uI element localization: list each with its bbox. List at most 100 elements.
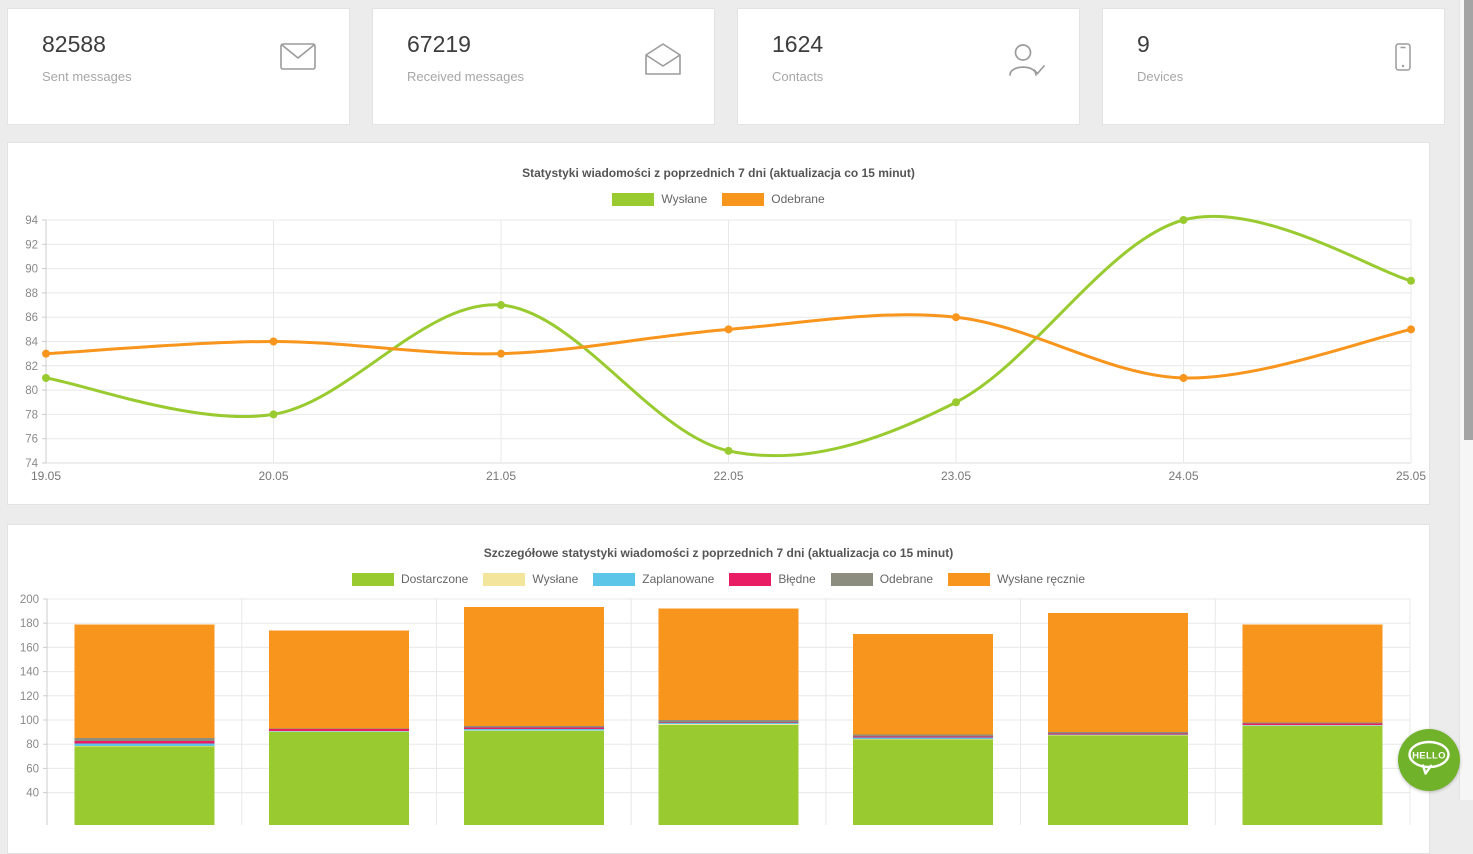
y-axis-label: 74 bbox=[25, 458, 38, 470]
bar-segment-wysłane bbox=[853, 738, 994, 740]
y-axis-label: 140 bbox=[20, 667, 39, 679]
devices-label: Devices bbox=[1137, 69, 1184, 84]
envelope-open-icon bbox=[645, 43, 681, 80]
y-axis-label: 88 bbox=[25, 288, 38, 300]
contacts-label: Contacts bbox=[772, 69, 824, 84]
bar-segment-zaplanowane bbox=[269, 730, 410, 732]
bar-segment-zaplanowane bbox=[463, 729, 604, 731]
legend-label: Odebrane bbox=[879, 572, 934, 586]
data-point-series-0 bbox=[269, 410, 278, 419]
data-point-series-1 bbox=[1407, 325, 1415, 334]
envelope-closed-icon bbox=[280, 43, 316, 75]
data-point-series-1 bbox=[724, 325, 733, 334]
legend-label: Wysłane ręcznie bbox=[997, 572, 1086, 586]
legend-swatch bbox=[729, 572, 772, 586]
bar-segment-zaplanowane bbox=[658, 723, 799, 725]
legend-item-wyslane[interactable]: Wysłane bbox=[612, 192, 707, 206]
smartphone-icon bbox=[1395, 43, 1411, 76]
legend-item-odebrane[interactable]: Odebrane bbox=[722, 192, 825, 206]
y-axis-label: 76 bbox=[25, 434, 38, 446]
bar-segment-wysłane-ręcznie bbox=[74, 624, 215, 739]
svg-text:HELLO: HELLO bbox=[1412, 751, 1446, 762]
x-axis-label: 20.05 bbox=[258, 469, 288, 483]
bar-segment-wysłane bbox=[74, 746, 215, 747]
sent-messages-count: 82588 bbox=[42, 31, 106, 57]
x-axis-label: 23.05 bbox=[941, 469, 971, 483]
legend-swatch bbox=[593, 572, 636, 586]
bar-segment-dostarczone bbox=[1242, 726, 1383, 825]
speech-bubble-icon: HELLO bbox=[1408, 740, 1450, 775]
data-point-series-0 bbox=[497, 301, 505, 310]
bar-segment-wysłane-ręcznie bbox=[463, 606, 604, 727]
y-axis-label: 100 bbox=[20, 715, 39, 727]
bar-chart-card: Szczegółowe statystyki wiadomości z popr… bbox=[7, 524, 1430, 854]
bar-segment-wysłane bbox=[269, 731, 410, 733]
stat-card-sent-messages: 82588 Sent messages bbox=[7, 8, 350, 125]
bar-segment-błędne bbox=[658, 722, 799, 724]
stat-card-devices: 9 Devices bbox=[1102, 8, 1445, 125]
legend-label: Zaplanowane bbox=[642, 572, 715, 586]
line-chart-card: Statystyki wiadomości z poprzednich 7 dn… bbox=[7, 142, 1430, 505]
bar-chart-title: Szczegółowe statystyki wiadomości z popr… bbox=[483, 546, 954, 560]
bar-segment-odebrane bbox=[463, 726, 604, 728]
stat-card-contacts: 1624 Contacts bbox=[737, 8, 1080, 125]
data-point-series-0 bbox=[1179, 216, 1188, 224]
y-axis-label: 160 bbox=[20, 642, 39, 654]
data-point-series-1 bbox=[269, 337, 278, 346]
bar-segment-wysłane-ręcznie bbox=[853, 634, 994, 735]
data-point-series-1 bbox=[952, 313, 960, 322]
contacts-count: 1624 bbox=[772, 31, 824, 57]
contact-check-icon bbox=[1006, 43, 1046, 82]
stats-row: 82588 Sent messages 67219 Received messa… bbox=[7, 8, 1445, 125]
hello-chat-button[interactable]: HELLO bbox=[1398, 729, 1460, 791]
bar-segment-błędne bbox=[1242, 723, 1383, 725]
bar-segment-wysłane-ręcznie bbox=[1242, 624, 1383, 723]
bar-segment-wysłane-ręcznie bbox=[658, 608, 799, 720]
bar-chart-plot: 200 180 160 140 120 100 80 60 40 bbox=[20, 594, 1411, 825]
data-point-series-1 bbox=[1179, 373, 1188, 382]
bar-segment-zaplanowane bbox=[74, 743, 215, 747]
page-scrollbar-thumb[interactable] bbox=[1464, 0, 1473, 440]
received-messages-count: 67219 bbox=[407, 31, 471, 57]
devices-count: 9 bbox=[1137, 31, 1150, 57]
received-messages-label: Received messages bbox=[407, 69, 525, 84]
legend-swatch bbox=[351, 572, 394, 586]
bar-segment-wysłane-ręcznie bbox=[1047, 612, 1188, 733]
y-axis-label: 86 bbox=[25, 312, 38, 324]
x-axis-label: 21.05 bbox=[486, 469, 516, 483]
legend-label: Dostarczone bbox=[400, 572, 469, 586]
y-axis-label: 80 bbox=[25, 385, 38, 397]
data-point-series-0 bbox=[952, 398, 960, 407]
data-point-series-0 bbox=[724, 446, 733, 455]
legend-item-zaplanowane[interactable]: Zaplanowane bbox=[593, 572, 714, 586]
legend-item-bledne[interactable]: Błędne bbox=[729, 572, 816, 586]
bar-segment-błędne bbox=[463, 727, 604, 730]
data-point-series-0 bbox=[42, 373, 50, 382]
legend-label: Odebrane bbox=[771, 192, 825, 206]
bar-segment-dostarczone bbox=[74, 746, 215, 825]
bar-segment-dostarczone bbox=[1047, 735, 1188, 825]
data-point-series-0 bbox=[1407, 276, 1415, 285]
x-axis-label: 19.05 bbox=[31, 469, 61, 483]
legend-swatch bbox=[948, 572, 991, 586]
bar-chart-legend: Dostarczone Wysłane Zaplanowane Błędne O… bbox=[8, 572, 1429, 586]
legend-item-wyslane[interactable]: Wysłane bbox=[483, 572, 578, 586]
legend-item-odebrane[interactable]: Odebrane bbox=[830, 572, 934, 586]
bar-segment-błędne bbox=[1047, 733, 1188, 735]
sent-messages-label: Sent messages bbox=[42, 69, 132, 84]
x-axis-label: 25.05 bbox=[1396, 469, 1426, 483]
y-axis-label: 92 bbox=[25, 239, 38, 251]
line-chart-legend: Wysłane Odebrane bbox=[8, 192, 1429, 206]
legend-swatch bbox=[722, 192, 765, 206]
bar-segment-wysłane bbox=[1242, 725, 1383, 727]
y-axis-label: 78 bbox=[25, 409, 38, 421]
legend-item-wyslane-recznie[interactable]: Wysłane ręcznie bbox=[948, 572, 1085, 586]
bar-segment-odebrane bbox=[269, 728, 410, 730]
legend-item-dostarczone[interactable]: Dostarczone bbox=[351, 572, 469, 586]
legend-label: Błędne bbox=[778, 572, 816, 586]
page-scrollbar-track[interactable] bbox=[1459, 0, 1473, 800]
bar-segment-wysłane bbox=[658, 724, 799, 725]
bar-segment-błędne bbox=[269, 729, 410, 731]
bar-segment-błędne bbox=[74, 741, 215, 744]
